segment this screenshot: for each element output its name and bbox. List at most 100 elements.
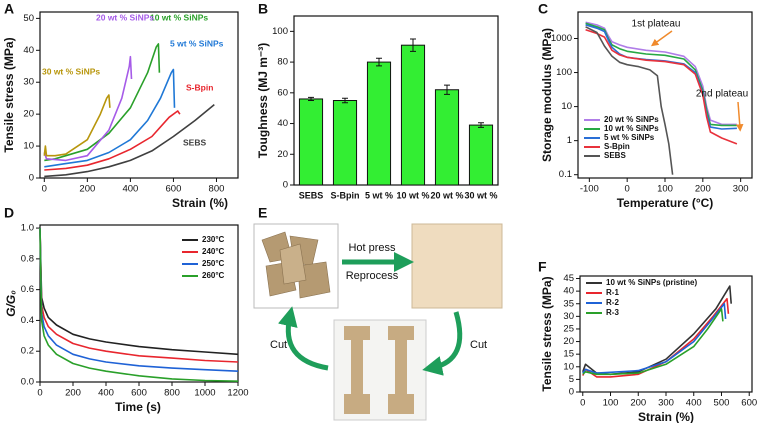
- plot-frame: [39, 11, 239, 179]
- series-line: [39, 228, 239, 372]
- y-tick-label: 20: [277, 149, 288, 160]
- legend-label: 260°C: [202, 271, 225, 280]
- series-line: [585, 21, 737, 126]
- x-tick-label: -100: [580, 184, 599, 195]
- annotation: 2nd plateau: [696, 89, 748, 100]
- y-axis-title: Tensile stress (MPa): [2, 37, 16, 152]
- y-tick-label: 60: [277, 87, 288, 98]
- x-tick-label: 100: [603, 398, 619, 409]
- x-tick-label: 800: [164, 388, 180, 399]
- y-tick-label: 40: [563, 286, 574, 297]
- arrow-label: Reprocess: [346, 270, 399, 282]
- arrow-label: Hot press: [348, 242, 396, 254]
- dogbone: [344, 326, 370, 414]
- x-tick-label: 600: [166, 184, 182, 195]
- y-tick-label: 100: [272, 26, 288, 37]
- bar: [332, 100, 358, 186]
- y-tick-label: 30: [23, 77, 34, 88]
- series-label: 5 wt % SiNPs: [170, 38, 224, 48]
- legend-label: 230°C: [202, 235, 225, 244]
- x-tick-label: 5 wt %: [365, 190, 393, 200]
- series-line: [39, 228, 239, 363]
- bar: [298, 98, 324, 186]
- photo-sheet: [411, 223, 503, 309]
- x-tick-label: 10 wt %: [396, 190, 429, 200]
- panel-label: A: [4, 1, 14, 17]
- series-label: 10 wt % SiNPs: [150, 12, 208, 22]
- series-line: [585, 29, 738, 145]
- y-axis-title: Toughness (MJ m⁻³): [256, 43, 270, 158]
- legend-label: R-1: [606, 288, 619, 297]
- x-tick-label: 200: [65, 388, 81, 399]
- series-line: [43, 94, 111, 157]
- x-tick-label: 400: [122, 184, 138, 195]
- y-tick-label: 45: [563, 273, 574, 284]
- panel-label: C: [538, 1, 548, 17]
- series-line: [585, 24, 737, 130]
- x-tick-label: 0: [37, 388, 42, 399]
- y-tick-label: 35: [563, 298, 574, 309]
- y-tick-label: 0.8: [21, 253, 34, 264]
- y-tick-label: 1000: [551, 33, 572, 44]
- y-tick-label: 20: [23, 109, 34, 120]
- y-tick-label: 0: [569, 387, 574, 398]
- y-tick-label: 10: [563, 361, 574, 372]
- y-tick-label: 0: [29, 173, 34, 184]
- pieces: [261, 231, 331, 299]
- panel-label: B: [258, 1, 268, 17]
- error-bar: [308, 96, 314, 101]
- series-line: [44, 68, 176, 168]
- x-tick-label: 0: [625, 184, 630, 195]
- x-tick-label: 0: [42, 184, 47, 195]
- bar: [468, 124, 494, 186]
- x-axis-title: Strain (%): [172, 196, 228, 210]
- x-tick-label: 200: [79, 184, 95, 195]
- series-line: [44, 110, 181, 171]
- error-bar: [478, 122, 484, 128]
- x-tick-label: 500: [714, 398, 730, 409]
- legend-label: 10 wt % SiNPs: [604, 124, 659, 133]
- series-label: 30 wt % SiNPs: [42, 66, 100, 76]
- x-tick-label: 30 wt %: [464, 190, 497, 200]
- y-tick-label: 0.0: [21, 377, 34, 388]
- bar: [366, 61, 392, 186]
- y-tick-label: 0.4: [21, 315, 34, 326]
- x-tick-label: 600: [741, 398, 757, 409]
- legend-label: R-2: [606, 298, 619, 307]
- arrow: [422, 311, 463, 376]
- panel-label: F: [538, 259, 547, 275]
- dogbone: [388, 326, 414, 414]
- series-label: S-Bpin: [186, 82, 213, 92]
- x-axis-title: Strain (%): [638, 410, 694, 423]
- y-tick-label: 25: [563, 323, 574, 334]
- error-bar: [410, 38, 416, 52]
- legend-label: 240°C: [202, 247, 225, 256]
- bar: [434, 89, 460, 186]
- error-bar: [376, 57, 382, 67]
- legend-label: SEBS: [604, 151, 626, 160]
- x-axis-title: Temperature (°C): [617, 196, 714, 210]
- x-tick-label: 400: [686, 398, 702, 409]
- x-tick-label: 200: [630, 398, 646, 409]
- series-label: SEBS: [183, 137, 206, 147]
- annotation: 1st plateau: [632, 19, 681, 30]
- x-tick-label: 600: [131, 388, 147, 399]
- series-line: [39, 228, 239, 382]
- y-tick-label: 20: [563, 336, 574, 347]
- panel-label: D: [4, 205, 14, 221]
- bar: [400, 44, 426, 186]
- y-tick-label: 0.2: [21, 346, 34, 357]
- panel-label: E: [258, 205, 267, 221]
- x-tick-label: S-Bpin: [331, 190, 360, 200]
- y-tick-label: 40: [23, 45, 34, 56]
- x-tick-label: 300: [658, 398, 674, 409]
- x-tick-label: 1200: [227, 388, 248, 399]
- y-tick-label: 40: [277, 118, 288, 129]
- x-tick-label: 300: [733, 184, 749, 195]
- cut-label: Cut: [270, 339, 287, 351]
- panel: D 0.0 0.2 0.4 0.6 0.8 1.0 0 200 400 600 800 1000 1200…: [4, 205, 249, 414]
- annotation-arrow: [650, 30, 673, 47]
